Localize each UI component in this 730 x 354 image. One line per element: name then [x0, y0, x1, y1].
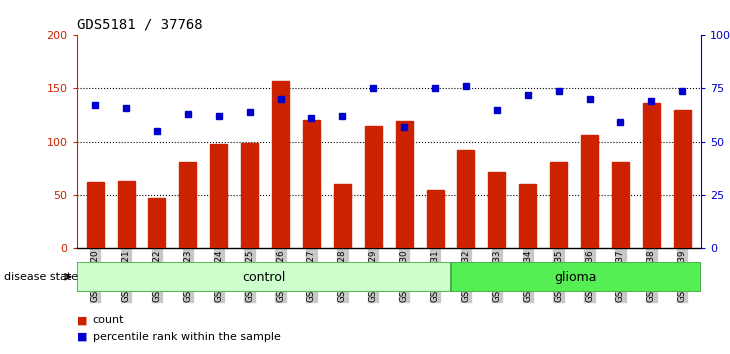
Bar: [550, 162, 567, 248]
Bar: [396, 121, 412, 248]
Bar: [210, 144, 227, 248]
Bar: [77, 262, 451, 292]
Bar: [272, 81, 289, 248]
Bar: [519, 184, 537, 248]
Bar: [426, 190, 444, 248]
Bar: [118, 181, 134, 248]
Text: percentile rank within the sample: percentile rank within the sample: [93, 332, 280, 342]
Bar: [458, 150, 474, 248]
Bar: [488, 172, 505, 248]
Text: count: count: [93, 315, 124, 325]
Bar: [581, 135, 598, 248]
Text: ■: ■: [77, 315, 87, 325]
Text: ■: ■: [77, 332, 87, 342]
Bar: [303, 120, 320, 248]
Text: control: control: [242, 270, 285, 284]
Bar: [148, 198, 166, 248]
Bar: [612, 162, 629, 248]
Text: glioma: glioma: [555, 270, 597, 284]
Bar: [180, 162, 196, 248]
Bar: [674, 110, 691, 248]
Bar: [334, 184, 351, 248]
Bar: [365, 126, 382, 248]
Bar: [241, 143, 258, 248]
Bar: [643, 103, 660, 248]
Bar: [451, 262, 701, 292]
Text: GDS5181 / 37768: GDS5181 / 37768: [77, 18, 202, 32]
Text: disease state: disease state: [4, 272, 78, 282]
Bar: [87, 182, 104, 248]
